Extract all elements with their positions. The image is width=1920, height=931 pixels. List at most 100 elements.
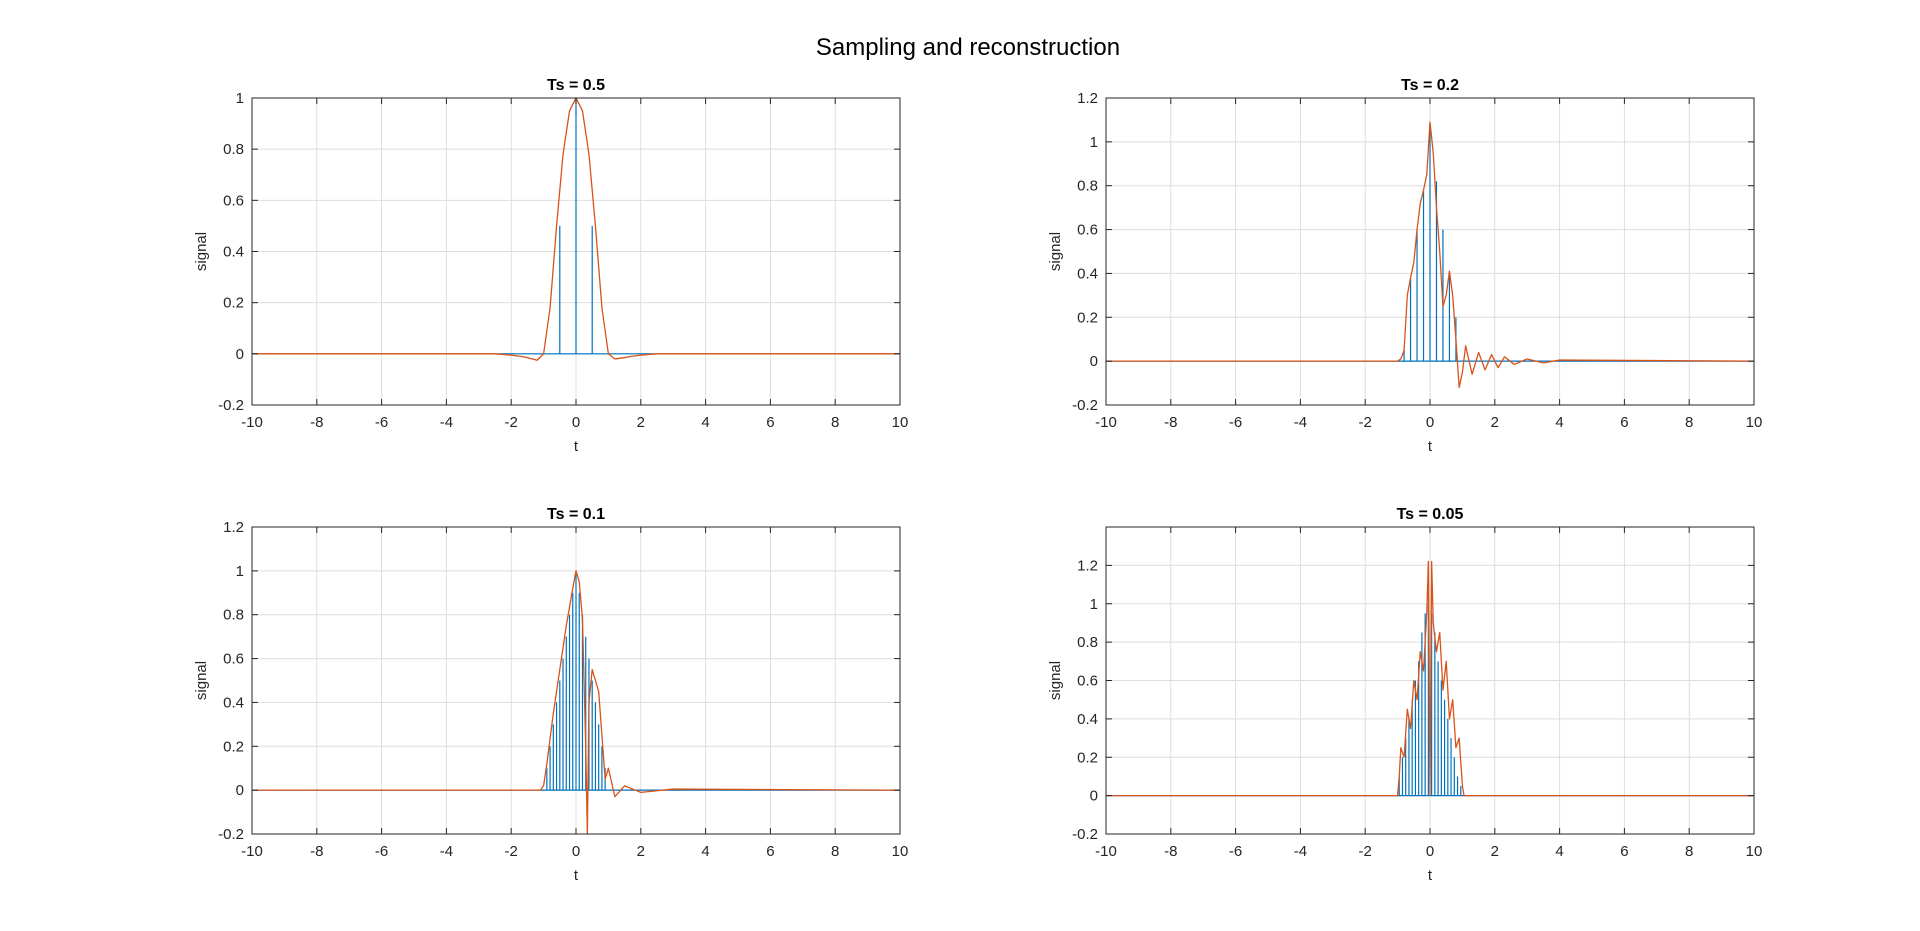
y-tick-label: 0.6 — [1077, 222, 1098, 239]
plot-area — [252, 98, 900, 361]
reconstruction-line — [1106, 121, 1754, 389]
subplot-4: -10 -8 -6 -4 -2 0 2 4 6 8 10 -0.2 0 0.2 0.4 0.6 0.8 1 1.2 T… — [1047, 506, 1762, 884]
x-tick-label: 2 — [637, 414, 645, 431]
x-axis-label: t — [574, 867, 579, 884]
subplot-title: Ts = 0.5 — [547, 77, 605, 94]
y-tick-label: 0.8 — [223, 607, 244, 624]
x-tick-label: 4 — [1555, 843, 1563, 860]
y-tick-label: 0.6 — [1077, 673, 1098, 690]
x-tick-label: 2 — [1491, 843, 1499, 860]
x-tick-label: -10 — [1095, 414, 1117, 431]
subplot-title: Ts = 0.2 — [1401, 77, 1459, 94]
x-tick-label: 6 — [766, 414, 774, 431]
x-tick-label: -2 — [1359, 843, 1372, 860]
x-tick-label: 8 — [831, 414, 839, 431]
y-tick-label: -0.2 — [1072, 397, 1098, 414]
y-tick-label: 0.2 — [223, 738, 244, 755]
y-tick-label: 0.6 — [223, 651, 244, 668]
y-tick-label: 0.4 — [1077, 711, 1098, 728]
x-tick-label: -2 — [505, 843, 518, 860]
y-axis-label: signal — [1047, 232, 1064, 271]
x-tick-label: 2 — [637, 843, 645, 860]
y-tick-label: 0.4 — [223, 244, 244, 261]
subplot-3: -10 -8 -6 -4 -2 0 2 4 6 8 10 -0.2 0 0.2 0.4 0.6 0.8 1 1.2 T… — [193, 506, 908, 884]
y-axis-label: signal — [1047, 661, 1064, 700]
y-tick-label: 0 — [1090, 788, 1098, 805]
x-tick-label: 0 — [1426, 843, 1434, 860]
x-tick-label: -10 — [241, 843, 263, 860]
y-tick-label: 0.4 — [223, 694, 244, 711]
x-tick-label: -4 — [1294, 843, 1307, 860]
subplot-1: -10 -8 -6 -4 -2 0 2 4 6 8 10 -0.2 0 0.2 0.4 0.6 0.8 1 Ts =… — [193, 77, 908, 455]
x-tick-label: -6 — [375, 843, 388, 860]
y-tick-label: 0 — [236, 346, 244, 363]
y-tick-label: -0.2 — [218, 826, 244, 843]
x-tick-label: 10 — [1746, 414, 1763, 431]
subplot-2: -10 -8 -6 -4 -2 0 2 4 6 8 10 -0.2 0 0.2 0.4 0.6 0.8 1 1.2 T… — [1047, 77, 1762, 455]
reconstruction-line — [1106, 560, 1754, 797]
subplot-title: Ts = 0.1 — [547, 506, 605, 523]
y-tick-label: 1.2 — [1077, 90, 1098, 107]
y-tick-label: 1 — [1090, 134, 1098, 151]
y-tick-label: 0.8 — [223, 141, 244, 158]
x-tick-label: 8 — [1685, 414, 1693, 431]
x-tick-label: 0 — [1426, 414, 1434, 431]
plot-area — [1106, 121, 1754, 389]
x-tick-label: -6 — [375, 414, 388, 431]
y-tick-label: 1.2 — [223, 519, 244, 536]
x-tick-label: -8 — [1164, 843, 1177, 860]
y-tick-label: 0 — [236, 782, 244, 799]
reconstruction-line — [252, 570, 900, 834]
x-tick-label: -6 — [1229, 414, 1242, 431]
y-tick-label: -0.2 — [218, 397, 244, 414]
y-tick-label: 0.6 — [223, 192, 244, 209]
x-tick-label: 8 — [1685, 843, 1693, 860]
x-tick-label: -4 — [1294, 414, 1307, 431]
y-tick-label: -0.2 — [1072, 826, 1098, 843]
x-axis-label: t — [1428, 867, 1433, 884]
x-tick-label: -2 — [1359, 414, 1372, 431]
y-tick-label: 0.2 — [223, 295, 244, 312]
x-tick-label: -2 — [505, 414, 518, 431]
x-tick-label: 0 — [572, 843, 580, 860]
x-tick-label: 2 — [1491, 414, 1499, 431]
x-tick-label: 0 — [572, 414, 580, 431]
x-tick-label: 6 — [766, 843, 774, 860]
y-tick-label: 0.2 — [1077, 309, 1098, 326]
x-tick-label: 4 — [701, 843, 709, 860]
x-tick-label: 10 — [892, 414, 909, 431]
y-tick-label: 0.2 — [1077, 749, 1098, 766]
x-tick-label: 10 — [1746, 843, 1763, 860]
y-tick-label: 1.2 — [1077, 557, 1098, 574]
figure-title: Sampling and reconstruction — [816, 34, 1120, 61]
x-tick-label: 10 — [892, 843, 909, 860]
x-tick-label: -8 — [310, 414, 323, 431]
x-tick-label: 4 — [1555, 414, 1563, 431]
reconstruction-line — [252, 98, 900, 361]
y-tick-label: 1 — [236, 90, 244, 107]
plot-area — [252, 570, 900, 834]
x-axis-label: t — [1428, 438, 1433, 455]
x-tick-label: 8 — [831, 843, 839, 860]
x-tick-label: 4 — [701, 414, 709, 431]
x-tick-label: -10 — [241, 414, 263, 431]
plot-area — [1106, 560, 1754, 797]
x-tick-label: -8 — [1164, 414, 1177, 431]
y-axis-label: signal — [193, 661, 210, 700]
x-tick-label: -6 — [1229, 843, 1242, 860]
y-tick-label: 0.4 — [1077, 265, 1098, 282]
y-tick-label: 1 — [236, 563, 244, 580]
x-tick-label: 6 — [1620, 843, 1628, 860]
y-tick-label: 1 — [1090, 596, 1098, 613]
y-tick-label: 0.8 — [1077, 178, 1098, 195]
y-tick-label: 0.8 — [1077, 634, 1098, 651]
x-tick-label: 6 — [1620, 414, 1628, 431]
x-tick-label: -10 — [1095, 843, 1117, 860]
x-tick-label: -4 — [440, 414, 453, 431]
y-tick-label: 0 — [1090, 353, 1098, 370]
x-axis-label: t — [574, 438, 579, 455]
x-tick-label: -8 — [310, 843, 323, 860]
x-tick-label: -4 — [440, 843, 453, 860]
